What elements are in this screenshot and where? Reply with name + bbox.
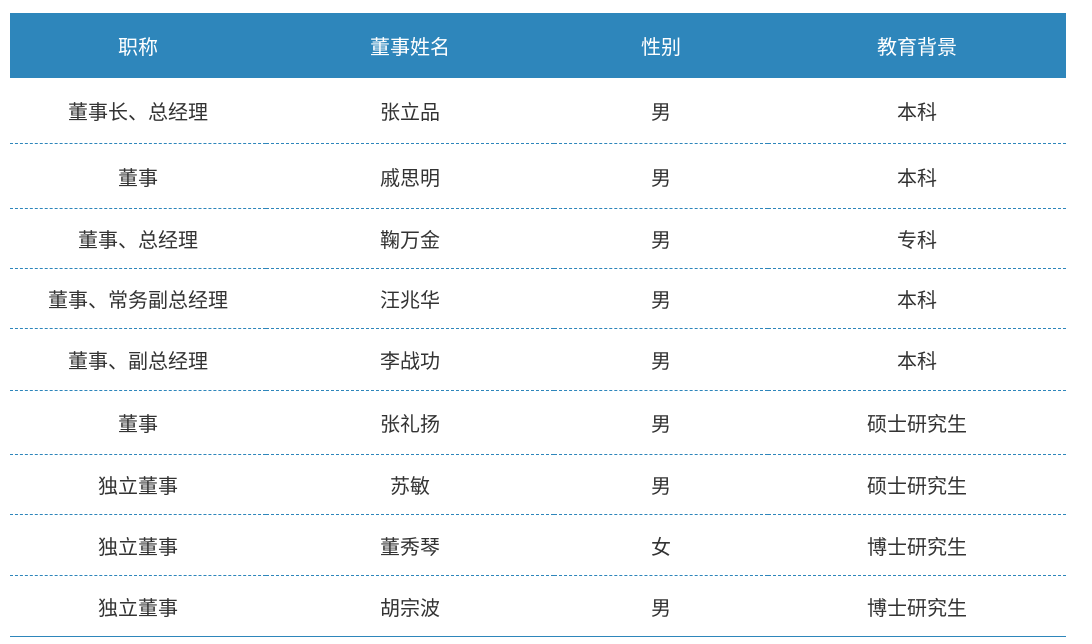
table-cell: 男	[554, 328, 768, 391]
column-header: 教育背景	[768, 13, 1066, 78]
table-cell: 张立品	[266, 78, 554, 144]
table-cell: 独立董事	[10, 575, 266, 637]
table-cell: 戚思明	[266, 143, 554, 209]
table-cell: 汪兆华	[266, 268, 554, 329]
table-cell: 董事、常务副总经理	[10, 268, 266, 329]
table-cell: 本科	[768, 328, 1066, 391]
table-row: 董事 张礼扬男硕士研究生	[10, 390, 1066, 455]
table-cell: 本科	[768, 78, 1066, 144]
column-header: 职称	[10, 13, 266, 78]
table-cell: 博士研究生	[768, 514, 1066, 576]
table-cell: 专科	[768, 208, 1066, 269]
table-row: 董事、常务副总经理 汪兆华男本科	[10, 268, 1066, 329]
table-cell: 董事	[10, 390, 266, 455]
table-cell: 男	[554, 78, 768, 144]
table-cell: 博士研究生	[768, 575, 1066, 637]
table-cell: 女	[554, 514, 768, 576]
table-cell: 鞠万金	[266, 208, 554, 269]
directors-table: 职称 董事姓名 性别 教育背景 董事长、总经理 张立品男本科 董事 戚思明男本科 董事、总经理…	[10, 13, 1066, 637]
table-row: 独立董事 苏敏男硕士研究生	[10, 454, 1066, 515]
table-cell: 硕士研究生	[768, 390, 1066, 455]
table-cell: 本科	[768, 143, 1066, 209]
table-cell: 张礼扬	[266, 390, 554, 455]
table-row: 独立董事 董秀琴女博士研究生	[10, 514, 1066, 576]
table-cell: 董事长、总经理	[10, 78, 266, 144]
table-cell: 董事	[10, 143, 266, 209]
table-cell: 男	[554, 390, 768, 455]
table-cell: 董事、副总经理	[10, 328, 266, 391]
table-cell: 董事、总经理	[10, 208, 266, 269]
table-cell: 男	[554, 268, 768, 329]
table-cell: 胡宗波	[266, 575, 554, 637]
table-cell: 苏敏	[266, 454, 554, 515]
table-cell: 男	[554, 143, 768, 209]
header-row: 职称 董事姓名 性别 教育背景	[10, 13, 1066, 78]
table-row: 董事长、总经理 张立品男本科	[10, 78, 1066, 144]
column-header: 性别	[554, 13, 768, 78]
table-cell: 李战功	[266, 328, 554, 391]
table-cell: 男	[554, 575, 768, 637]
table-cell: 独立董事	[10, 514, 266, 576]
table-cell: 硕士研究生	[768, 454, 1066, 515]
table-row: 董事、总经理 鞠万金男专科	[10, 208, 1066, 269]
table-cell: 董秀琴	[266, 514, 554, 576]
table-cell: 独立董事	[10, 454, 266, 515]
table-row: 董事 戚思明男本科	[10, 143, 1066, 209]
table-cell: 本科	[768, 268, 1066, 329]
table-row: 董事、副总经理 李战功男本科	[10, 328, 1066, 391]
table-row: 独立董事 胡宗波男博士研究生	[10, 575, 1066, 637]
column-header: 董事姓名	[266, 13, 554, 78]
table-cell: 男	[554, 208, 768, 269]
table-cell: 男	[554, 454, 768, 515]
